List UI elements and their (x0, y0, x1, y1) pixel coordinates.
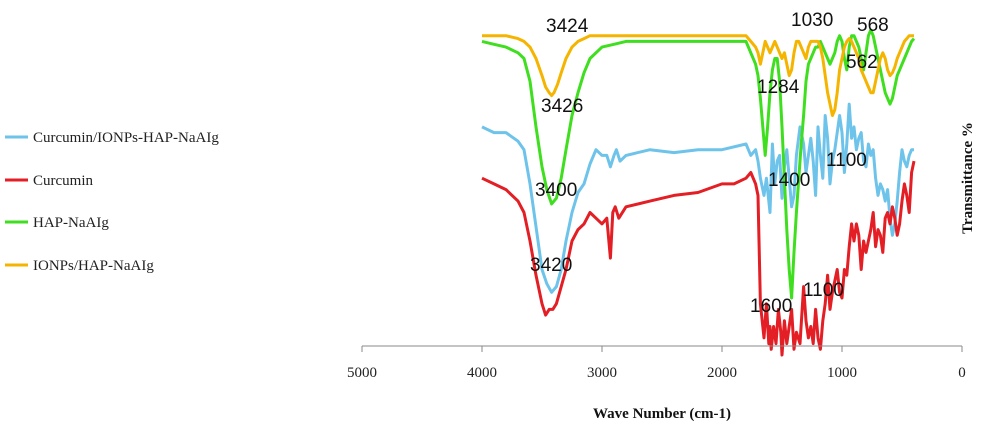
peak-label: 1600 (750, 296, 792, 317)
x-tick-label: 2000 (707, 365, 737, 381)
peak-label: 1100 (803, 280, 844, 301)
legend-label-hap-naaig: HAP-NaAIg (33, 215, 109, 231)
peak-label: 568 (857, 15, 889, 36)
x-tick-label: 1000 (827, 365, 857, 381)
peak-label: 1400 (768, 170, 810, 191)
x-axis-title: Wave Number (cm-1) (593, 406, 731, 422)
x-ticks: 5000 4000 3000 2000 1000 0 (347, 346, 966, 381)
legend-label-curcumin-ionps-hap-naaig: Curcumin/IONPs-HAP-NaAIg (33, 130, 219, 146)
y-axis-title: Transmittance % (960, 122, 976, 234)
x-tick-label: 4000 (467, 365, 497, 381)
legend-label-ionps-hap-naaig: IONPs/HAP-NaAIg (33, 258, 154, 274)
legend: Curcumin/IONPs-HAP-NaAIg Curcumin HAP-NaAI… (5, 130, 219, 274)
peak-label: 1284 (757, 77, 800, 98)
peak-label: 3424 (546, 16, 589, 37)
peak-label: 1030 (791, 10, 833, 31)
peak-label: 1100 (826, 150, 867, 171)
x-tick-label: 0 (958, 365, 966, 381)
series-line-curcumin-ionps-hap-naaig (481, 102, 914, 294)
series-line-ionps-hap-naaig (482, 34, 914, 117)
plot-lines (481, 28, 916, 357)
peak-label: 562 (846, 52, 878, 73)
x-tick-label: 3000 (587, 365, 617, 381)
x-tick-label: 5000 (347, 365, 377, 381)
peak-annotations: 3424 1030 568 562 3426 1284 1100 3400 1400 3420 11… (530, 10, 889, 317)
peak-label: 3420 (530, 255, 572, 276)
series-line-hap-naaig (481, 28, 916, 300)
peak-label: 3426 (541, 96, 583, 117)
peak-label: 3400 (535, 180, 577, 201)
legend-label-curcumin: Curcumin (33, 173, 93, 189)
series-line-curcumin (481, 160, 916, 357)
